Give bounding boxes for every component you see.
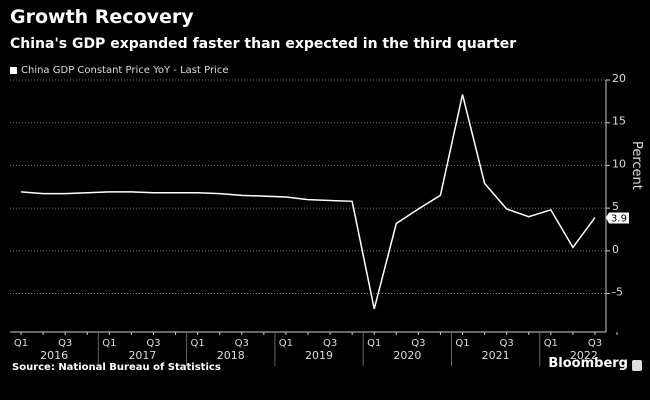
x-tick-label: Q3 bbox=[235, 338, 249, 349]
y-tick-label: 15 bbox=[612, 115, 626, 128]
year-label: 2016 bbox=[40, 349, 68, 362]
year-label: 2018 bbox=[217, 349, 245, 362]
series-line bbox=[20, 94, 596, 310]
x-tick-label: Q3 bbox=[500, 338, 514, 349]
source-note: Source: National Bureau of Statistics bbox=[12, 362, 221, 373]
x-tick-label: Q3 bbox=[323, 338, 337, 349]
legend-swatch bbox=[10, 67, 17, 74]
x-tick-label: Q1 bbox=[14, 338, 28, 349]
x-tick-label: Q1 bbox=[279, 338, 293, 349]
x-tick-label: Q3 bbox=[58, 338, 72, 349]
x-tick-label: Q1 bbox=[102, 338, 116, 349]
y-tick-label: 20 bbox=[612, 72, 626, 85]
legend-label: China GDP Constant Price YoY - Last Pric… bbox=[21, 65, 229, 76]
chart-subtitle: China's GDP expanded faster than expecte… bbox=[10, 36, 517, 52]
bloomberg-logo: Bloomberg bbox=[548, 356, 628, 371]
year-label: 2020 bbox=[393, 349, 421, 362]
y-tick-label: 10 bbox=[612, 157, 626, 170]
x-tick-label: Q1 bbox=[455, 338, 469, 349]
y-axis-label: Percent bbox=[629, 141, 644, 190]
x-tick-label: Q1 bbox=[191, 338, 205, 349]
last-value-marker bbox=[606, 212, 629, 224]
bloomberg-terminal-icon bbox=[632, 360, 642, 371]
x-tick-label: Q3 bbox=[146, 338, 160, 349]
y-tick-label: 5 bbox=[612, 200, 619, 213]
chart-title: Growth Recovery bbox=[10, 6, 194, 28]
x-tick-label: Q1 bbox=[544, 338, 558, 349]
y-tick-label: 0 bbox=[612, 243, 619, 256]
last-value-label: 3.9 bbox=[611, 214, 627, 225]
x-tick-label: Q1 bbox=[367, 338, 381, 349]
year-label: 2017 bbox=[128, 349, 156, 362]
year-label: 2021 bbox=[482, 349, 510, 362]
x-tick-label: Q3 bbox=[411, 338, 425, 349]
legend: China GDP Constant Price YoY - Last Pric… bbox=[10, 65, 229, 76]
year-label: 2022 bbox=[570, 349, 598, 362]
x-tick-label: Q3 bbox=[588, 338, 602, 349]
y-tick-label: -5 bbox=[612, 286, 623, 299]
year-label: 2019 bbox=[305, 349, 333, 362]
